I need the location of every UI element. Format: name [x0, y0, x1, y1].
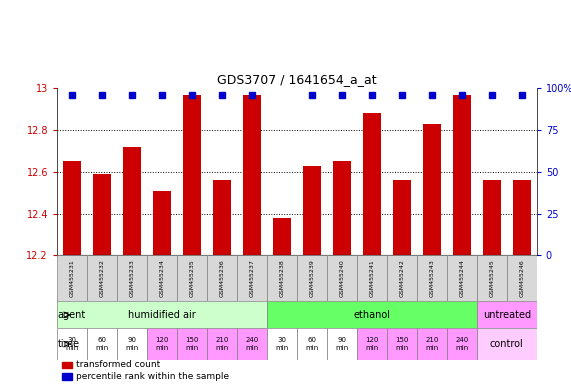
Bar: [62, 361, 73, 368]
Bar: [147, 328, 177, 360]
Bar: [207, 328, 237, 360]
Bar: [62, 373, 73, 380]
Bar: [123, 147, 141, 255]
Text: GSM455235: GSM455235: [190, 259, 195, 297]
Bar: [297, 328, 327, 360]
Text: GSM455238: GSM455238: [279, 259, 284, 297]
Bar: [183, 94, 201, 255]
Text: GSM455242: GSM455242: [399, 259, 404, 297]
Bar: [357, 255, 387, 301]
Text: 60
min: 60 min: [95, 337, 108, 351]
Text: 120
min: 120 min: [155, 337, 168, 351]
Bar: [453, 94, 471, 255]
Bar: [423, 124, 441, 255]
Title: GDS3707 / 1641654_a_at: GDS3707 / 1641654_a_at: [217, 73, 377, 86]
Text: GSM455243: GSM455243: [429, 259, 435, 297]
Bar: [477, 255, 507, 301]
Text: GSM455231: GSM455231: [70, 259, 75, 297]
Text: time: time: [58, 339, 80, 349]
Bar: [303, 166, 321, 255]
Bar: [117, 328, 147, 360]
Bar: [417, 255, 447, 301]
Text: GSM455232: GSM455232: [99, 259, 104, 297]
Text: 90
min: 90 min: [126, 337, 139, 351]
Text: control: control: [490, 339, 524, 349]
Bar: [393, 180, 411, 255]
Bar: [267, 255, 297, 301]
Bar: [177, 328, 207, 360]
Bar: [207, 255, 237, 301]
Bar: [57, 255, 87, 301]
Bar: [513, 180, 531, 255]
Text: 210
min: 210 min: [425, 337, 439, 351]
Text: 240
min: 240 min: [455, 337, 468, 351]
Text: 30
min: 30 min: [66, 337, 79, 351]
Bar: [237, 255, 267, 301]
Bar: [327, 328, 357, 360]
Bar: [117, 255, 147, 301]
Text: GSM455244: GSM455244: [459, 259, 464, 297]
Bar: [57, 301, 267, 328]
Bar: [267, 301, 477, 328]
Text: GSM455237: GSM455237: [250, 259, 255, 297]
Bar: [477, 301, 537, 328]
Bar: [147, 255, 177, 301]
Bar: [417, 328, 447, 360]
Text: ethanol: ethanol: [353, 310, 391, 320]
Bar: [237, 328, 267, 360]
Bar: [387, 255, 417, 301]
Text: transformed count: transformed count: [77, 361, 160, 369]
Bar: [177, 255, 207, 301]
Text: GSM455233: GSM455233: [130, 259, 135, 297]
Bar: [273, 218, 291, 255]
Text: GSM455240: GSM455240: [339, 259, 344, 297]
Bar: [87, 255, 117, 301]
Bar: [363, 113, 381, 255]
Text: percentile rank within the sample: percentile rank within the sample: [77, 372, 230, 381]
Text: 60
min: 60 min: [305, 337, 319, 351]
Bar: [57, 328, 87, 360]
Text: GSM455241: GSM455241: [369, 259, 375, 297]
Bar: [482, 180, 501, 255]
Bar: [357, 328, 387, 360]
Bar: [447, 255, 477, 301]
Bar: [447, 328, 477, 360]
Text: GSM455246: GSM455246: [519, 259, 524, 297]
Text: GSM455239: GSM455239: [309, 259, 315, 297]
Bar: [387, 328, 417, 360]
Text: 90
min: 90 min: [335, 337, 348, 351]
Bar: [477, 328, 537, 360]
Text: GSM455245: GSM455245: [489, 259, 494, 297]
Text: 150
min: 150 min: [186, 337, 199, 351]
Text: 240
min: 240 min: [246, 337, 259, 351]
Bar: [507, 255, 537, 301]
Text: GSM455234: GSM455234: [159, 259, 164, 297]
Text: untreated: untreated: [482, 310, 531, 320]
Bar: [297, 255, 327, 301]
Bar: [63, 161, 81, 255]
Bar: [267, 328, 297, 360]
Bar: [333, 161, 351, 255]
Text: agent: agent: [58, 310, 86, 320]
Bar: [243, 94, 261, 255]
Text: 120
min: 120 min: [365, 337, 379, 351]
Text: 210
min: 210 min: [215, 337, 228, 351]
Bar: [153, 190, 171, 255]
Bar: [93, 174, 111, 255]
Text: humidified air: humidified air: [128, 310, 196, 320]
Bar: [213, 180, 231, 255]
Bar: [87, 328, 117, 360]
Text: 30
min: 30 min: [275, 337, 288, 351]
Text: 150
min: 150 min: [395, 337, 408, 351]
Text: GSM455236: GSM455236: [219, 259, 224, 297]
Bar: [327, 255, 357, 301]
